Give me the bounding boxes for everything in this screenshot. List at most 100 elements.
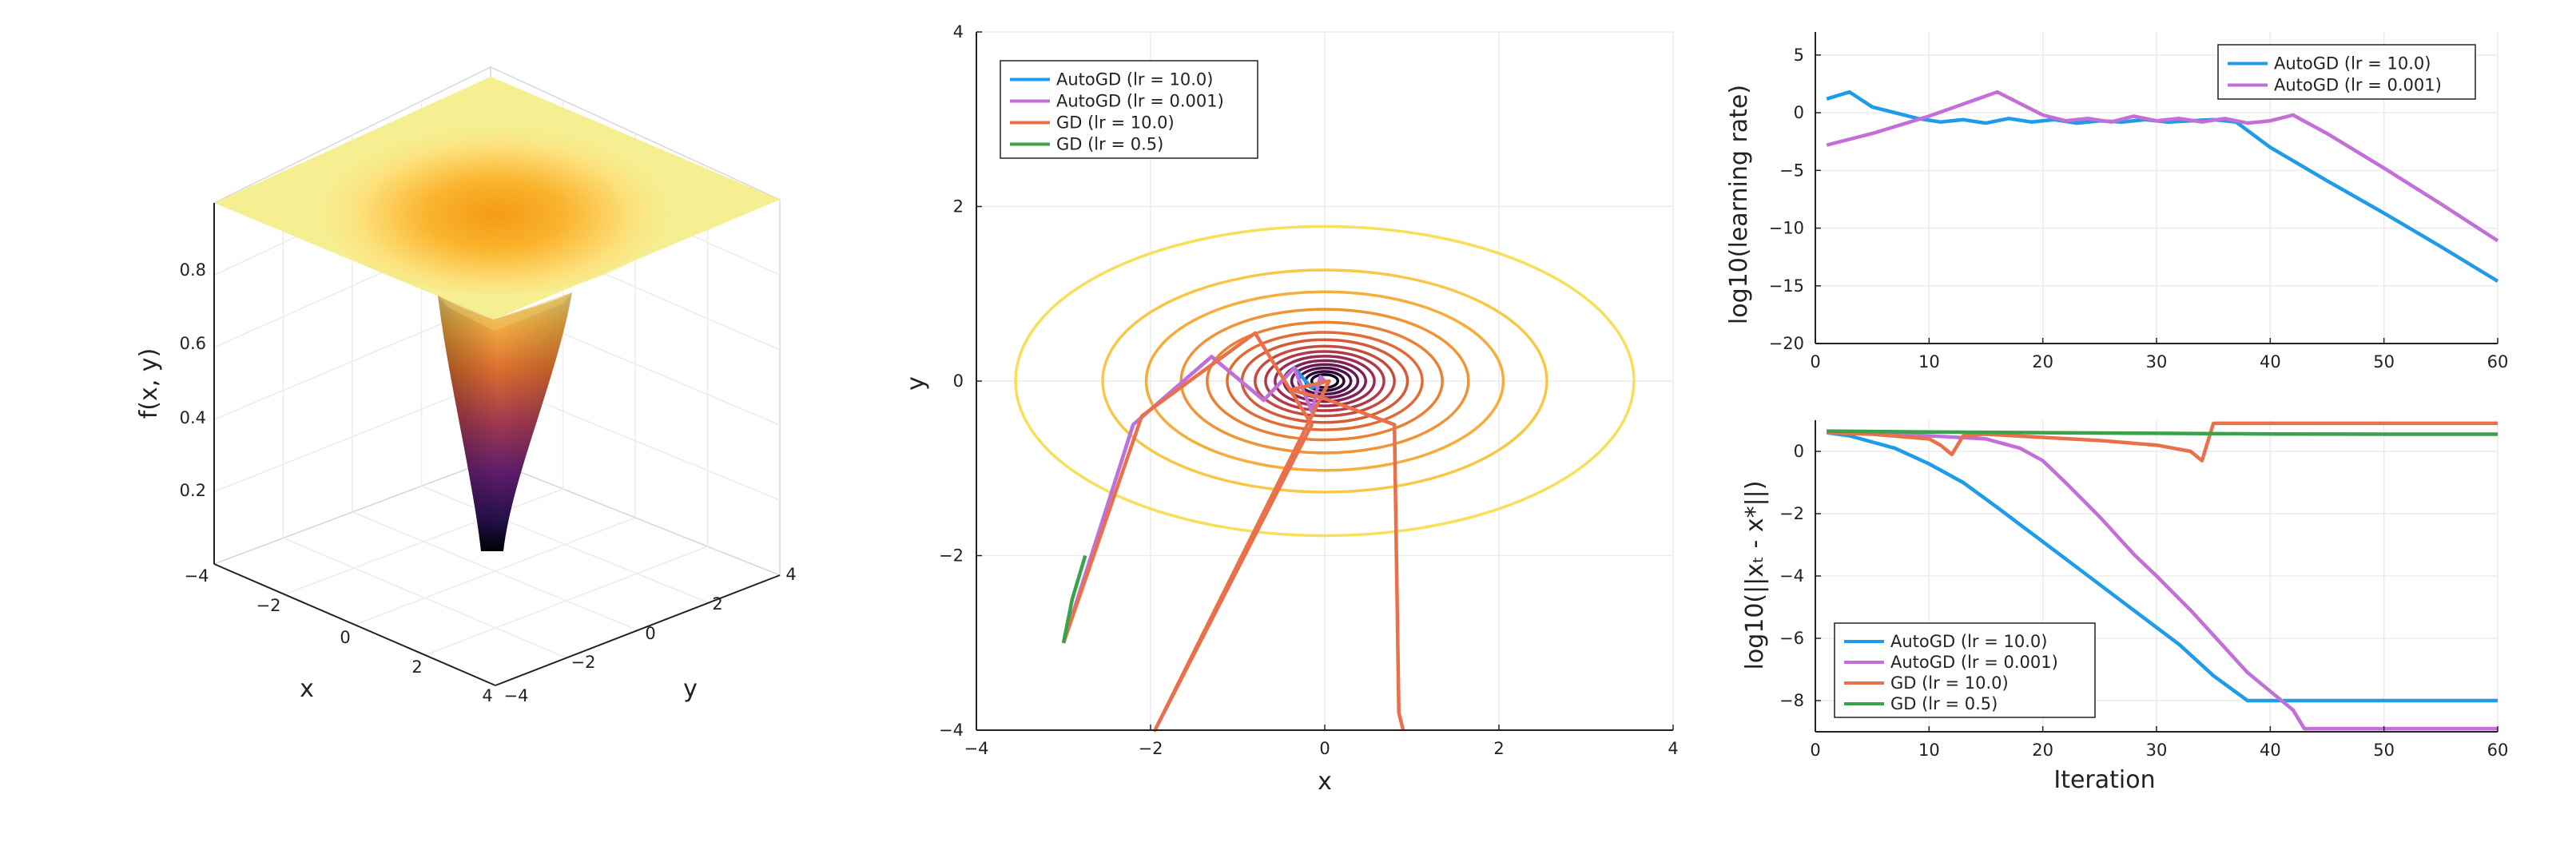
contour-line: [1274, 355, 1376, 407]
legend-label: AutoGD (lr = 10.0): [1056, 70, 1213, 89]
x-tick-label: 50: [2373, 352, 2395, 371]
x-tick-label: 40: [2260, 741, 2281, 760]
y-tick-label: −10: [1769, 219, 1804, 238]
x-tick-label: 10: [1918, 352, 1940, 371]
x-tick-label: 0: [1810, 352, 1820, 371]
x-tick-label: 60: [2487, 352, 2509, 371]
contour-y-axis-label: y: [902, 376, 930, 391]
distance-panel: 0 10 20 30 40 50 60 0 −2 −4 −6 −8 Iteration log10(|…: [1741, 420, 2508, 794]
legend-box: [1834, 622, 2096, 718]
legend-label: AutoGD (lr = 10.0): [2274, 54, 2431, 73]
series-line-2: [1061, 331, 1405, 733]
x-tick-labels: −4 −2 0 2 4: [185, 566, 493, 705]
x-tick-label: 60: [2487, 741, 2509, 760]
floor-gridline: [352, 511, 638, 631]
x-axis-label: x: [300, 675, 314, 703]
x-tick-label: 0: [1810, 741, 1820, 760]
y-tick-label: 0: [645, 624, 655, 643]
y-tick-label: −2: [571, 653, 596, 672]
y-tick-label: 2: [712, 594, 722, 614]
trajectory-series: [1061, 331, 1405, 733]
series-line-0: [1061, 355, 1326, 644]
x-tick-label: 4: [1668, 739, 1678, 758]
x-tick-label: 30: [2146, 352, 2168, 371]
wall-gridline: [213, 380, 491, 493]
series-line-0: [1826, 431, 2498, 703]
contour-line: [1264, 350, 1385, 412]
y-axis-label: y: [683, 675, 698, 703]
surface-well-shade: [438, 292, 572, 551]
x-tick-label: −4: [964, 739, 989, 758]
distance-axes: [1815, 420, 2498, 733]
x-tick-label: 4: [482, 686, 492, 705]
contour-legend: AutoGD (lr = 10.0) AutoGD (lr = 0.001) GD …: [1000, 60, 1258, 159]
contour-line: [1226, 331, 1424, 431]
x-tick-label: 0: [1319, 739, 1330, 758]
y-tick-label: 4: [785, 565, 796, 584]
series-line-3: [1827, 429, 2498, 436]
surface-bowl: [320, 118, 671, 294]
z-tick-label: 0.8: [180, 260, 206, 280]
contour-tick-labels: −4 −2 0 2 4 −4 −2 0 2 4: [939, 22, 1679, 758]
contour-line: [1144, 290, 1505, 472]
z-tick-label: 0.2: [180, 481, 206, 500]
z-axis-label: f(x, y): [135, 348, 163, 419]
y-tick-label: −4: [1779, 566, 1804, 586]
y-tick-label: −2: [939, 546, 964, 566]
y-axis-line: [495, 574, 781, 686]
y-tick-label: −15: [1769, 276, 1804, 296]
y-tick-label: −8: [1779, 691, 1804, 710]
x-tick-label: −2: [1139, 739, 1163, 758]
distance-legend: AutoGD (lr = 10.0)AutoGD (lr = 0.001)GD …: [1834, 622, 2096, 718]
lr-y-axis-label: log10(learning rate): [1725, 85, 1753, 324]
y-tick-label: −4: [504, 686, 529, 705]
contour-line: [1014, 224, 1636, 538]
y-tick-label: 5: [1794, 46, 1804, 65]
x-tick-label: −4: [185, 566, 209, 586]
x-tick-label: 20: [2032, 741, 2053, 760]
surface-front-edge: [438, 292, 572, 331]
y-tick-label: 2: [953, 197, 964, 216]
z-tick-label: 0.6: [180, 334, 206, 353]
series-line-0: [1826, 89, 2499, 283]
y-tick-label: 0: [953, 371, 964, 391]
y-tick-label: 0: [1794, 103, 1804, 122]
contour-line: [1101, 268, 1548, 494]
series-line-3: [1061, 554, 1087, 644]
y-tick-label: −20: [1769, 334, 1804, 353]
y-tick-labels: −4 −2 0 2 4: [504, 565, 797, 705]
lr-legend: AutoGD (lr = 10.0) AutoGD (lr = 0.001): [2217, 44, 2476, 100]
lr-axes: [1815, 32, 2498, 344]
legend-label: AutoGD (lr = 10.0): [1890, 632, 2047, 651]
z-tick-label: 0.4: [180, 408, 206, 427]
y-tick-label: 4: [953, 22, 964, 42]
y-tick-label: −2: [1779, 504, 1804, 523]
legend-label: GD (lr = 0.5): [1056, 135, 1163, 154]
series-line-1: [1826, 89, 2499, 243]
x-tick-label: 2: [1493, 739, 1504, 758]
lr-series: [1826, 89, 2499, 283]
contour-x-axis-label: x: [1318, 768, 1332, 796]
y-tick-label: −4: [939, 721, 964, 740]
y-tick-label: −5: [1779, 161, 1804, 180]
distance-x-axis-label: Iteration: [2053, 766, 2155, 794]
legend-label: AutoGD (lr = 0.001): [1890, 653, 2058, 672]
contour-lines: [1014, 224, 1636, 538]
distance-tick-labels: 0 10 20 30 40 50 60 0 −2 −4 −6 −8: [1779, 442, 2508, 760]
x-tick-label: 40: [2260, 352, 2281, 371]
surface-plot-panel: 0.2 0.4 0.6 0.8 −4 −2 0 2 4 −4 −2 0 2 4 …: [135, 66, 797, 705]
x-tick-label: 20: [2032, 352, 2053, 371]
x-tick-label: 10: [1918, 741, 1940, 760]
x-tick-label: 2: [411, 657, 422, 677]
z-tick-labels: 0.2 0.4 0.6 0.8: [180, 260, 206, 500]
legend-label: AutoGD (lr = 0.001): [2274, 76, 2442, 95]
y-tick-label: −6: [1779, 629, 1804, 648]
contour-axes: [976, 31, 1674, 731]
x-tick-label: 30: [2146, 741, 2168, 760]
y-tick-label: 0: [1794, 442, 1804, 461]
series-line-1: [1827, 431, 2498, 731]
distance-y-axis-label: log10(||xₜ - x*||): [1741, 481, 1769, 670]
